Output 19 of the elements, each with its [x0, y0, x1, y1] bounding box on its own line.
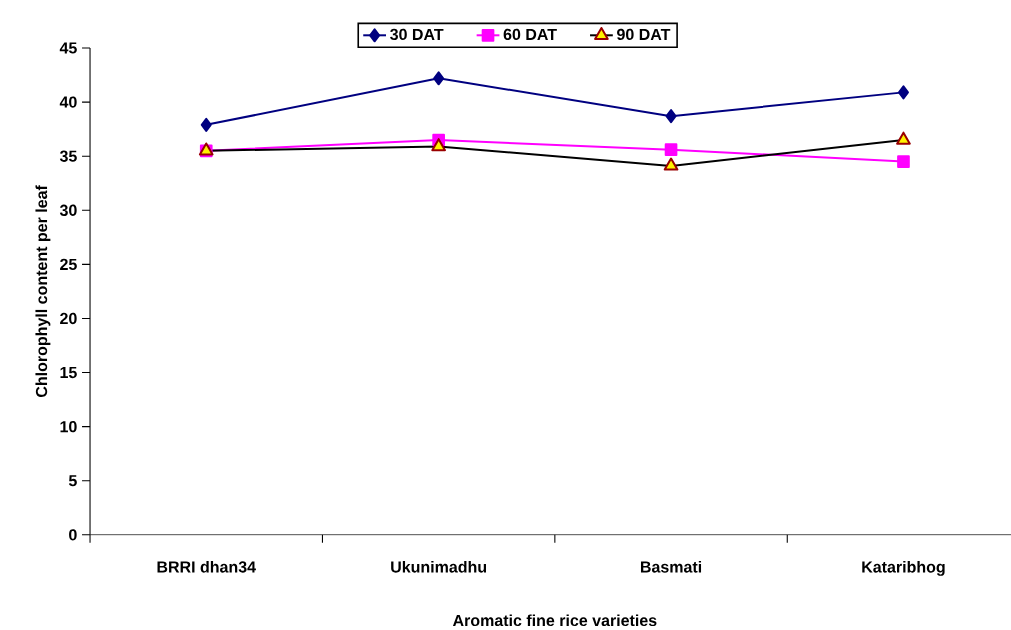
- x-tick-label: Ukunimadhu: [391, 561, 487, 573]
- legend-label: 60 DAT: [503, 28, 557, 41]
- x-axis-title: Aromatic fine rice varieties: [452, 614, 657, 627]
- y-tick-label: 0: [69, 529, 77, 541]
- x-tick-label: Kataribhog: [862, 561, 945, 577]
- legend-label: 90 DAT: [617, 28, 671, 41]
- y-tick-label: 35: [59, 150, 77, 163]
- y-tick-label: 20: [60, 313, 77, 325]
- x-tick-label: BRRI dhan34: [157, 561, 256, 573]
- y-tick-label: 10: [60, 421, 77, 433]
- y-axis-title: Chlorophyll content per leaf: [35, 185, 51, 398]
- legend-label: 30 DAT: [390, 28, 444, 41]
- y-tick-label: 25: [60, 258, 77, 271]
- y-tick-label: 45: [59, 42, 77, 54]
- y-tick-label: 15: [60, 367, 77, 379]
- y-tick-label: 5: [68, 475, 77, 487]
- y-tick-label: 40: [59, 96, 77, 108]
- y-tick-label: 30: [59, 204, 77, 217]
- x-tick-label: Basmati: [640, 561, 702, 573]
